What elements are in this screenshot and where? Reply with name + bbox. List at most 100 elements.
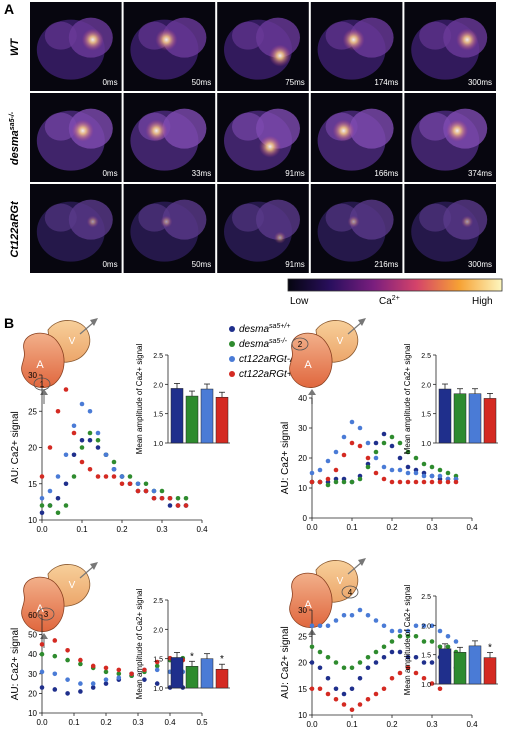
genotype-label: WT bbox=[9, 38, 21, 56]
y-axis-label: AU: Ca2+ signal bbox=[280, 626, 291, 699]
data-point bbox=[413, 455, 419, 461]
chart-region-1: AV110152025300.00.10.20.30.4AU: Ca2+ sig… bbox=[10, 318, 230, 534]
data-point bbox=[421, 461, 427, 467]
y-axis-label: AU: Ca2+ signal bbox=[280, 422, 291, 495]
inset-bar bbox=[185, 666, 199, 689]
data-point bbox=[445, 470, 451, 476]
data-point bbox=[39, 669, 45, 675]
data-point bbox=[167, 495, 173, 501]
data-point bbox=[357, 660, 363, 665]
legend-entry: desmasa5-/- bbox=[239, 338, 288, 350]
genotype-label: Ct122aRGt bbox=[9, 200, 21, 258]
data-point bbox=[365, 464, 371, 470]
inset-y-axis-label: Mean amplitude of Ca2+ signal bbox=[135, 344, 144, 455]
x-tick-label: 0.0 bbox=[306, 523, 318, 532]
colorbar-low-label: Low bbox=[290, 296, 309, 307]
data-point bbox=[111, 459, 117, 465]
data-point bbox=[55, 408, 61, 414]
data-point bbox=[437, 644, 443, 650]
data-point bbox=[429, 473, 435, 479]
inset-y-tick-label: 1.5 bbox=[153, 657, 163, 664]
data-point bbox=[52, 687, 58, 692]
data-point bbox=[373, 449, 379, 455]
data-point bbox=[357, 702, 363, 707]
heart-tissue bbox=[256, 17, 300, 58]
timestamp-label: 50ms bbox=[192, 260, 212, 269]
data-point bbox=[333, 467, 339, 473]
y-axis-label: AU: Ca2+ signal bbox=[10, 628, 21, 701]
heart-tissue bbox=[162, 108, 207, 149]
data-point bbox=[429, 623, 435, 629]
data-point bbox=[317, 467, 323, 473]
data-point bbox=[87, 466, 93, 472]
data-point bbox=[52, 653, 58, 659]
data-point bbox=[341, 691, 347, 697]
data-point bbox=[405, 464, 411, 470]
inset-y-tick-label: 2.0 bbox=[421, 382, 431, 389]
y-tick-label: 20 bbox=[28, 689, 37, 698]
data-point bbox=[119, 474, 125, 479]
inflow-arrowhead bbox=[40, 633, 48, 639]
data-point bbox=[103, 474, 109, 479]
data-point bbox=[65, 647, 70, 653]
timestamp-label: 374ms bbox=[468, 169, 492, 178]
heart-diagram: A V4 bbox=[289, 558, 366, 644]
data-point bbox=[79, 437, 85, 443]
data-point bbox=[381, 476, 387, 482]
inset-y-tick-label: 2.5 bbox=[153, 353, 163, 360]
data-point bbox=[103, 677, 109, 682]
data-point bbox=[325, 476, 331, 482]
data-point bbox=[437, 686, 443, 692]
ventricle-label: V bbox=[337, 336, 344, 347]
data-point bbox=[341, 702, 347, 707]
timestamp-label: 33ms bbox=[192, 169, 212, 178]
atrium-label: A bbox=[36, 359, 44, 371]
data-point bbox=[183, 503, 189, 508]
inset-y-axis-label: Mean amplitude of Ca2+ signal bbox=[403, 585, 412, 696]
region-number: 4 bbox=[348, 588, 353, 597]
data-point bbox=[317, 686, 323, 692]
calcium-hotspot bbox=[446, 119, 469, 142]
data-point bbox=[325, 675, 331, 681]
inset-y-tick-label: 2.5 bbox=[153, 598, 163, 605]
data-point bbox=[116, 671, 122, 677]
inset-y-tick-label: 1.5 bbox=[421, 653, 431, 660]
data-point bbox=[397, 440, 403, 446]
data-point bbox=[333, 686, 339, 692]
outflow-arrow bbox=[79, 321, 95, 335]
legend-marker bbox=[229, 371, 235, 377]
inset-y-tick-label: 2.0 bbox=[153, 382, 163, 389]
heart-tissue bbox=[232, 203, 264, 232]
data-point bbox=[111, 466, 117, 472]
y-tick-label: 25 bbox=[28, 407, 37, 416]
calcium-hotspot bbox=[160, 215, 173, 228]
data-point bbox=[39, 685, 45, 690]
data-point bbox=[445, 633, 451, 639]
x-tick-label: 0.3 bbox=[156, 525, 168, 534]
data-point bbox=[405, 479, 411, 485]
legend: desmasa5+/+ desmasa5-/- ct122aRGt-/- ct122a… bbox=[229, 323, 301, 380]
inset-y-axis-label: Mean amplitude of Ca2+ signal bbox=[135, 589, 144, 700]
data-point bbox=[90, 681, 96, 686]
data-point bbox=[55, 495, 61, 501]
data-point bbox=[397, 467, 403, 473]
data-point bbox=[349, 612, 355, 618]
data-point bbox=[119, 481, 125, 487]
data-point bbox=[413, 633, 419, 639]
atrium-shape bbox=[21, 576, 65, 632]
data-point bbox=[103, 452, 109, 458]
data-point bbox=[333, 696, 339, 702]
ventricle-label: V bbox=[69, 580, 76, 591]
data-point bbox=[63, 387, 69, 392]
data-point bbox=[349, 686, 355, 692]
region-marker bbox=[341, 585, 359, 599]
outflow-arrowhead bbox=[90, 562, 98, 570]
inset-y-tick-label: 2.0 bbox=[153, 627, 163, 634]
data-point bbox=[154, 667, 160, 673]
panel-a-label: A bbox=[4, 1, 14, 17]
data-point bbox=[333, 479, 339, 485]
data-point bbox=[413, 654, 419, 660]
timestamp-label: 91ms bbox=[285, 169, 305, 178]
calcium-hotspot bbox=[155, 28, 178, 51]
inset-bar bbox=[438, 648, 452, 685]
